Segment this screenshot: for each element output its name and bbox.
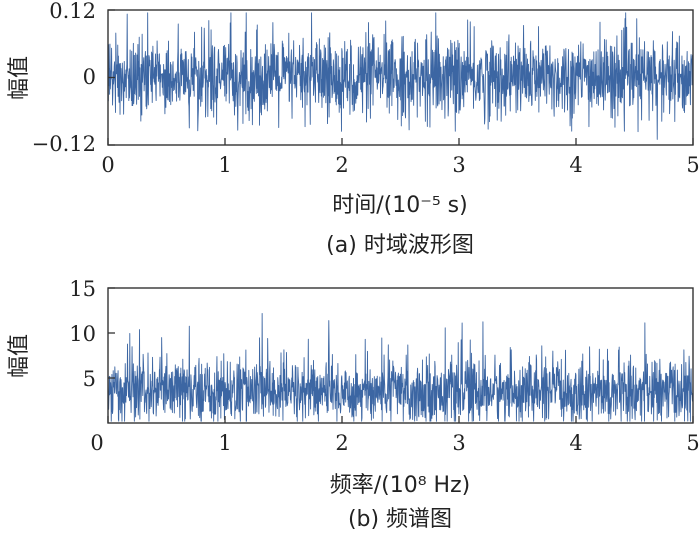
chart-b-ticks bbox=[107, 287, 694, 423]
chart-a-xtick-label: 5 bbox=[686, 153, 699, 177]
chart-a-ytick-label: 0 bbox=[83, 65, 96, 89]
chart-b-xtick-label: 5 bbox=[686, 431, 699, 455]
chart-a-ticks bbox=[107, 9, 694, 146]
chart-b-ytick-label: 5 bbox=[83, 367, 96, 391]
chart-b: 15 10 5 0 1 2 3 4 5 幅值 频率/(10⁸ Hz) (b) 频… bbox=[7, 277, 700, 532]
chart-a-ylabel: 幅值 bbox=[7, 56, 32, 100]
chart-a-caption: (a) 时域波形图 bbox=[326, 233, 474, 258]
chart-a-ytick-label: 0.12 bbox=[49, 0, 96, 23]
chart-b-xtick-label: 0 bbox=[90, 431, 103, 455]
chart-a: 0.12 0 −0.12 0 1 2 3 4 5 幅值 时间/(10⁻⁵ s) … bbox=[7, 0, 700, 258]
chart-a-ytick-label: −0.12 bbox=[32, 132, 96, 156]
chart-b-ytick-label: 15 bbox=[69, 277, 96, 301]
chart-b-xlabel: 频率/(10⁸ Hz) bbox=[330, 473, 470, 498]
chart-a-xtick-label: 1 bbox=[218, 153, 231, 177]
chart-a-xtick-label: 0 bbox=[101, 153, 114, 177]
chart-a-series-line bbox=[107, 12, 694, 140]
chart-a-xlabel: 时间/(10⁻⁵ s) bbox=[332, 193, 467, 218]
chart-b-xtick-label: 4 bbox=[569, 431, 582, 455]
chart-b-ylabel: 幅值 bbox=[7, 334, 32, 378]
chart-b-caption: (b) 频谱图 bbox=[348, 507, 452, 532]
chart-b-xtick-label: 3 bbox=[452, 431, 465, 455]
chart-b-plot-frame bbox=[107, 287, 694, 424]
chart-a-xtick-label: 4 bbox=[569, 153, 582, 177]
chart-b-xtick-label: 1 bbox=[218, 431, 231, 455]
chart-a-xtick-label: 2 bbox=[335, 153, 348, 177]
chart-b-series-line bbox=[107, 313, 694, 422]
chart-a-xtick-label: 3 bbox=[452, 153, 465, 177]
chart-b-ytick-label: 10 bbox=[69, 322, 96, 346]
chart-b-xtick-label: 2 bbox=[335, 431, 348, 455]
